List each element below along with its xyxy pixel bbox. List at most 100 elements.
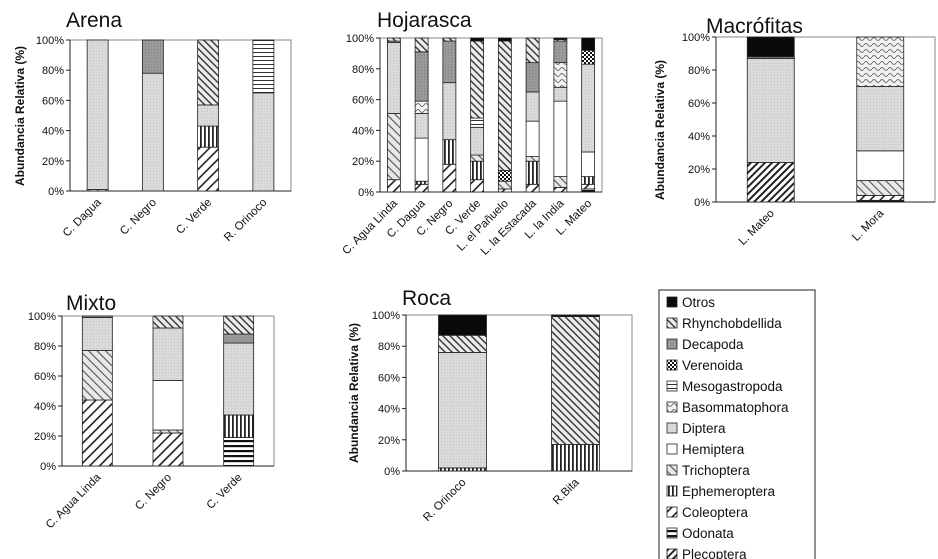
bar-segment-plecoptera: [746, 161, 795, 203]
bar-segment-diptera: [141, 72, 164, 192]
bar-segment-rhynchobdellida: [414, 37, 429, 53]
bar-segment-decapoda: [414, 51, 429, 102]
bar-segment-diptera: [442, 82, 457, 141]
legend-item-verenoida: Verenoida: [666, 358, 743, 373]
bar-segment-diptera: [252, 92, 275, 192]
bar-segment-ephemeroptera: [581, 176, 596, 185]
bar-segment-ephemeroptera: [470, 160, 485, 181]
y-tick-label: 40%: [378, 404, 400, 416]
y-tick-label: 0%: [694, 197, 710, 209]
y-tick-label: 40%: [688, 131, 710, 143]
legend-swatch: [666, 485, 678, 497]
y-tick-label: 80%: [688, 65, 710, 77]
bar-segment-diptera: [223, 342, 255, 416]
bar-segment-verenoida: [497, 170, 512, 182]
legend-swatch: [666, 548, 678, 559]
legend-label: Coleoptera: [682, 505, 749, 520]
y-tick-label: 0%: [384, 466, 400, 478]
bar-segment-verenoida: [581, 49, 596, 65]
legend-item-diptera: Diptera: [666, 421, 726, 436]
bar-segment-ephemeroptera: [442, 139, 457, 165]
x-tick-label: R.Bita: [551, 476, 582, 507]
bar-segment-coleoptera: [525, 183, 540, 193]
bar-segment-diptera: [86, 39, 109, 190]
chart-title: Macrófitas: [706, 15, 803, 38]
legend-label: Mesogastropoda: [682, 379, 783, 394]
bar-segment-diptera: [438, 352, 487, 469]
legend-swatch: [666, 506, 678, 518]
y-tick-label: 80%: [378, 341, 400, 353]
bar-segment-decapoda: [141, 39, 164, 74]
plot-area: [379, 37, 603, 193]
legend-item-rhynchobdellida: Rhynchobdellida: [666, 316, 782, 331]
bar-segment-otros: [551, 314, 600, 317]
bar-segment-basommatophora: [553, 62, 568, 88]
legend-swatch: [666, 443, 678, 455]
legend-item-trichoptera: Trichoptera: [666, 463, 750, 478]
bar-segment-trichoptera: [386, 113, 401, 181]
y-axis-label: Abundancia Relativa (%): [13, 46, 27, 186]
bar-segment-trichoptera: [525, 156, 540, 162]
y-tick-label: 60%: [688, 98, 710, 110]
bar-segment-decapoda: [525, 62, 540, 93]
legend-label: Hemiptera: [682, 442, 745, 457]
bar-segment-coleoptera: [81, 399, 113, 467]
y-tick-label: 100%: [28, 311, 56, 323]
x-tick-label: C. Verde: [205, 472, 245, 512]
y-tick-label: 80%: [42, 65, 64, 77]
x-tick-label: C. Agua Linda: [44, 471, 104, 531]
legend-label: Decapoda: [682, 337, 744, 352]
bar-segment-trichoptera: [152, 429, 184, 434]
legend-label: Diptera: [682, 421, 726, 436]
legend-swatch: [666, 464, 678, 476]
legend-swatch: [666, 359, 678, 371]
bar-segment-rhynchobdellida: [223, 315, 255, 335]
y-tick-label: 80%: [34, 341, 56, 353]
bar-segment-diptera: [581, 63, 596, 153]
legend-item-ephemeroptera: Ephemeroptera: [666, 484, 776, 499]
legend-item-odonata: Odonata: [666, 526, 734, 541]
y-tick-label: 20%: [378, 435, 400, 447]
bar-segment-rhynchobdellida: [197, 39, 220, 106]
bar-segment-coleoptera: [152, 432, 184, 467]
legend-item-otros: Otros: [666, 295, 715, 310]
bar-segment-coleoptera: [581, 183, 596, 190]
y-axis-label: Abundancia Relativa (%): [653, 60, 667, 200]
y-tick-label: 0%: [40, 461, 56, 473]
bar-segment-ephemeroptera: [197, 125, 220, 148]
bar-segment-diptera: [856, 86, 905, 152]
y-tick-label: 80%: [352, 64, 374, 76]
x-tick-label: C. Verde: [174, 197, 214, 237]
legend: Otros Rhynchobdellida Decapoda Verenoida Mes…: [658, 289, 816, 559]
y-tick-label: 20%: [352, 156, 374, 168]
legend-swatch: [666, 401, 678, 413]
bar-segment-odonata: [581, 188, 596, 193]
bar-segment-diptera: [525, 91, 540, 122]
bar-segment-hemiptera: [414, 137, 429, 182]
bar-segment-decapoda: [223, 333, 255, 344]
y-tick-label: 100%: [682, 32, 710, 44]
bar-segment-ephemeroptera: [525, 160, 540, 185]
bar-segment-trichoptera: [553, 176, 568, 188]
legend-swatch: [666, 317, 678, 329]
legend-item-mesogastropoda: Mesogastropoda: [666, 379, 783, 394]
y-axis-label: Abundancia Relativa (%): [347, 323, 361, 463]
bar-segment-decapoda: [553, 40, 568, 64]
bar-segment-coleoptera: [414, 183, 429, 193]
y-tick-label: 40%: [34, 401, 56, 413]
legend-swatch: [666, 296, 678, 308]
bar-segment-decapoda: [442, 40, 457, 84]
bar-segment-rhynchobdellida: [525, 37, 540, 64]
bar-segment-hemiptera: [581, 151, 596, 178]
bar-segment-diptera: [470, 126, 485, 156]
legend-label: Verenoida: [682, 358, 743, 373]
x-tick-label: C. Dagua: [61, 196, 104, 239]
x-tick-label: R. Orinoco: [421, 477, 468, 524]
legend-swatch: [666, 422, 678, 434]
chart-roca: Roca Abundancia Relativa (%) 0% 20% 40% 60% 80…: [347, 287, 633, 524]
legend-item-coleoptera: Coleoptera: [666, 505, 749, 520]
bar-segment-otros: [553, 37, 568, 40]
y-tick-label: 20%: [42, 156, 64, 168]
bar-segment-odonata: [223, 437, 255, 467]
x-tick-label: C. Negro: [133, 472, 174, 513]
